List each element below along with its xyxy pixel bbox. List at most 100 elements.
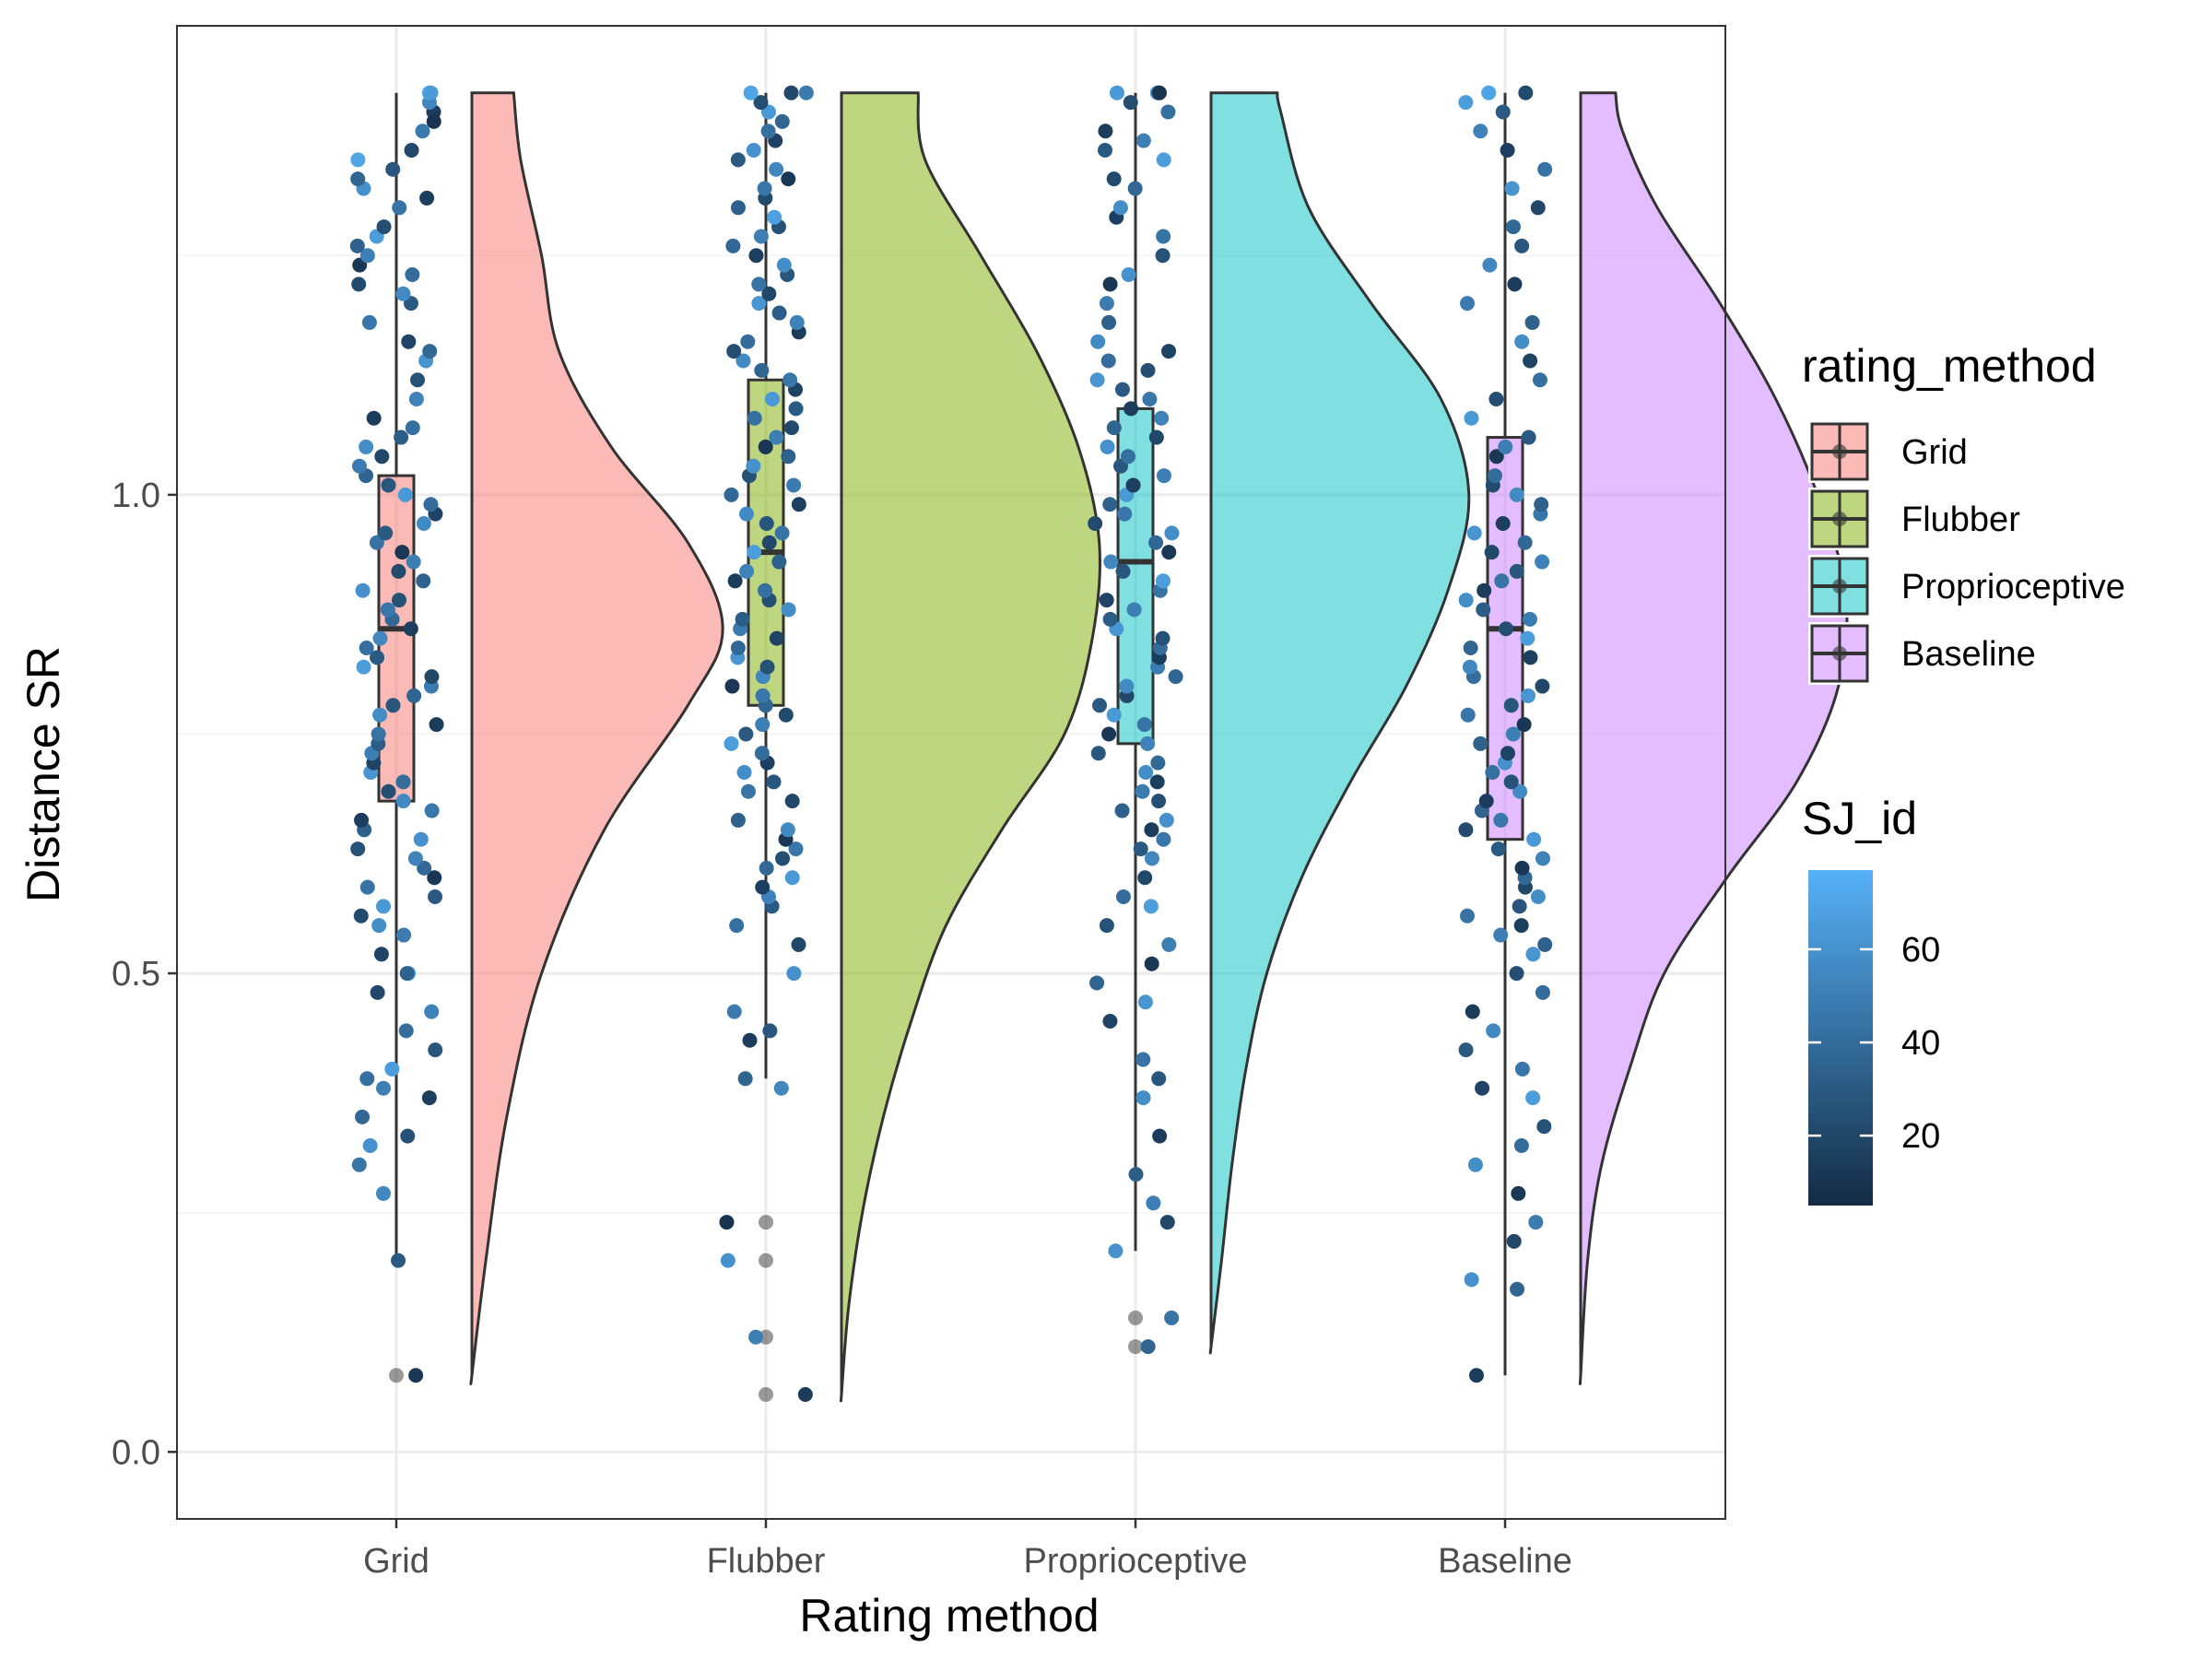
data-point: [369, 535, 384, 550]
data-point: [354, 812, 370, 828]
data-point: [1101, 726, 1117, 742]
data-point: [413, 831, 429, 847]
data-point: [725, 238, 741, 253]
data-point: [1526, 831, 1542, 847]
data-point: [1164, 1310, 1180, 1325]
outlier-point: [389, 1368, 404, 1383]
data-point: [1460, 707, 1476, 723]
data-point: [1525, 1090, 1541, 1106]
data-point: [1156, 831, 1171, 847]
data-point: [1135, 133, 1151, 148]
data-point: [1481, 85, 1497, 100]
data-point: [773, 1080, 789, 1096]
data-point: [719, 1215, 735, 1230]
data-point: [1518, 85, 1534, 100]
data-point: [1498, 439, 1513, 454]
data-point: [1530, 889, 1546, 904]
data-point: [1484, 545, 1500, 560]
x-tick-label: Grid: [363, 1542, 429, 1581]
data-point: [353, 908, 369, 924]
legend-label-baseline: Baseline: [1901, 635, 2036, 674]
data-point: [1535, 851, 1550, 866]
data-point: [1535, 984, 1550, 1000]
data-point: [1537, 936, 1553, 952]
colorbar-label: 40: [1901, 1024, 1940, 1063]
data-point: [781, 602, 796, 618]
data-point: [1160, 104, 1176, 120]
data-point: [398, 1023, 414, 1039]
data-point: [1466, 525, 1482, 541]
data-point: [1161, 936, 1177, 952]
data-point: [758, 439, 773, 454]
data-point: [1514, 238, 1530, 253]
data-point: [372, 630, 388, 646]
data-point: [780, 822, 795, 838]
data-point: [1154, 410, 1170, 426]
data-point: [1120, 449, 1135, 465]
data-point: [1458, 593, 1474, 608]
data-point: [426, 113, 441, 129]
data-point: [376, 899, 392, 914]
data-point: [759, 516, 774, 531]
data-point: [1100, 353, 1116, 369]
legend-key-point: [1832, 579, 1847, 594]
data-point: [1148, 429, 1164, 445]
data-point: [1513, 1138, 1529, 1153]
data-point: [1495, 516, 1511, 531]
data-point: [1156, 152, 1171, 168]
data-point: [376, 1080, 392, 1096]
data-point: [755, 717, 771, 733]
data-point: [748, 1329, 764, 1345]
data-point: [1521, 429, 1536, 445]
data-point: [724, 735, 739, 751]
data-point: [786, 966, 802, 982]
data-point: [1500, 143, 1515, 158]
data-point: [378, 525, 394, 541]
data-point: [738, 726, 754, 742]
data-point: [1088, 516, 1103, 531]
data-point: [1114, 382, 1130, 397]
data-point: [350, 171, 366, 187]
data-point: [784, 870, 800, 886]
data-point: [381, 477, 396, 493]
data-point: [1155, 630, 1171, 646]
data-point: [771, 554, 787, 570]
colorbar: [1808, 870, 1873, 1206]
data-point: [1140, 735, 1156, 751]
data-point: [381, 783, 396, 799]
outlier-point: [759, 1253, 773, 1268]
density-cloud-grid: [469, 91, 724, 1385]
data-point: [371, 726, 386, 742]
data-point: [743, 85, 759, 100]
data-point: [748, 248, 764, 264]
data-point: [1509, 487, 1524, 502]
data-point: [1528, 1215, 1544, 1230]
data-point: [424, 669, 440, 685]
data-point: [782, 372, 798, 388]
data-point: [1117, 506, 1133, 522]
data-point: [359, 641, 374, 655]
data-point: [1476, 602, 1491, 618]
data-point: [737, 1071, 753, 1087]
fill-legend-title: rating_method: [1802, 340, 2097, 392]
data-point: [350, 152, 366, 168]
data-point: [742, 1032, 758, 1048]
data-point: [1133, 841, 1148, 857]
outlier-point: [1128, 1310, 1143, 1325]
data-point: [1152, 1128, 1168, 1144]
data-point: [1127, 181, 1143, 196]
data-point: [374, 449, 390, 465]
data-point: [1467, 1157, 1483, 1172]
data-point: [371, 918, 387, 934]
data-point: [1123, 95, 1138, 111]
data-point: [1114, 803, 1130, 818]
y-tick-label: 1.0: [112, 477, 160, 515]
data-point: [1155, 248, 1171, 264]
x-tick-label: Proprioceptive: [1024, 1542, 1248, 1581]
data-point: [351, 458, 367, 474]
data-point: [1505, 219, 1521, 235]
data-point: [747, 410, 762, 426]
data-point: [1148, 535, 1164, 550]
data-point: [370, 984, 385, 1000]
data-point: [1119, 678, 1135, 694]
